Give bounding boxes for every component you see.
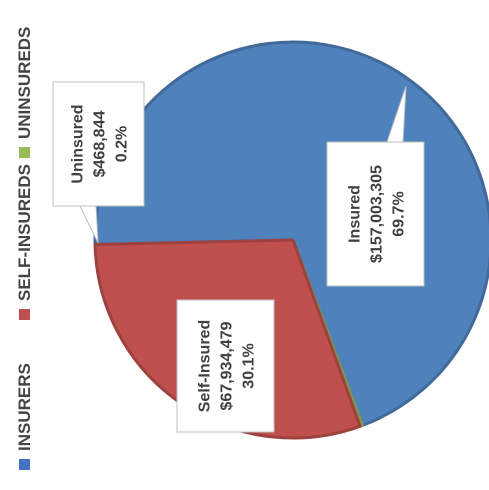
label-pointer: [79, 205, 99, 244]
legend-label-2: SELF-INSUREDS: [15, 164, 34, 301]
data-labels: Insured $157,003,305 69.7% Self-Insured $67,…: [52, 81, 425, 433]
data-label-self-insured: Self-Insured $67,934,479 30.1%: [176, 299, 275, 433]
label-value: $468,844: [92, 111, 109, 178]
label-name: Self-Insured: [197, 320, 214, 412]
label-value: $157,003,305: [369, 165, 386, 263]
label-name: Insured: [347, 185, 364, 243]
legend-label-1: INSURERS: [15, 363, 34, 451]
label-box: [52, 81, 145, 207]
label-percent: 0.2%: [114, 126, 131, 162]
label-value: $67,934,479: [219, 321, 236, 410]
label-percent: 30.1%: [241, 343, 258, 388]
pie-group: [93, 40, 489, 440]
legend: INSURERS SELF-INSUREDS UNINSUREDS: [15, 27, 34, 470]
legend-swatch-2: [19, 309, 30, 320]
label-box: [326, 141, 425, 287]
data-label-uninsured: Uninsured $468,844 0.2%: [52, 81, 145, 244]
legend-swatch-3: [19, 147, 30, 158]
label-box: [176, 299, 275, 433]
label-name: Uninsured: [70, 104, 87, 183]
data-label-insured: Insured $157,003,305 69.7%: [326, 85, 425, 287]
label-percent: 69.7%: [391, 191, 408, 236]
legend-label-3: UNINSUREDS: [15, 27, 34, 139]
legend-swatch-1: [19, 459, 30, 470]
legend-row: INSURERS SELF-INSUREDS UNINSUREDS: [15, 27, 34, 470]
